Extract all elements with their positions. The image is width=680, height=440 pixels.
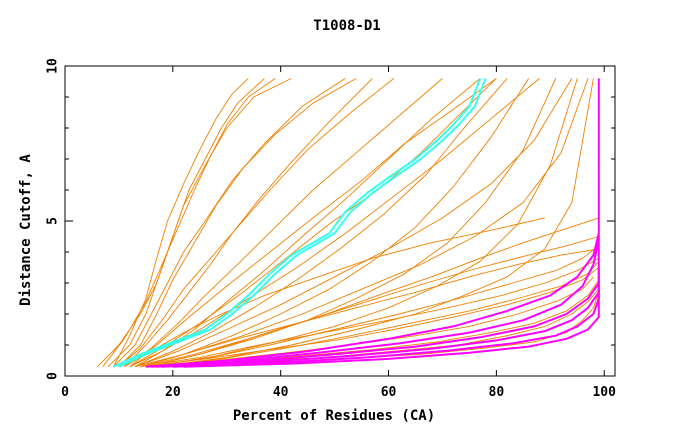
other-models-curve-22 bbox=[123, 78, 373, 368]
other-models-curve-29 bbox=[118, 78, 357, 368]
highlighted-models-curve-5 bbox=[172, 283, 600, 368]
other-models-curve-14 bbox=[134, 248, 599, 368]
other-models-curve-12 bbox=[145, 217, 599, 368]
other-models-curve-26 bbox=[140, 78, 589, 368]
other-models-curve-3 bbox=[113, 78, 346, 368]
other-models-curve-28 bbox=[113, 78, 249, 367]
other-models-curve-8 bbox=[140, 78, 530, 368]
other-models-curve-9 bbox=[145, 78, 557, 368]
x-tick-label: 0 bbox=[61, 385, 69, 400]
x-axis-label: Percent of Residues (CA) bbox=[233, 408, 435, 424]
y-tick-label: 5 bbox=[46, 217, 61, 225]
other-models-curve-17 bbox=[145, 276, 594, 368]
y-axis-label: Distance Cutoff, A bbox=[18, 154, 34, 306]
other-models-curve-2 bbox=[107, 77, 292, 368]
x-tick-label: 20 bbox=[165, 385, 181, 400]
reference-model-curve-1 bbox=[113, 78, 482, 368]
x-tick-label: 40 bbox=[273, 385, 289, 400]
highlighted-models-curve-4 bbox=[162, 276, 600, 368]
x-tick-label: 100 bbox=[592, 385, 616, 400]
chart-title: T1008-D1 bbox=[313, 18, 380, 34]
other-models-curve-4 bbox=[118, 78, 395, 368]
other-models-curve-21 bbox=[124, 217, 546, 368]
other-models-curve-31 bbox=[151, 245, 600, 368]
y-tick-label: 10 bbox=[46, 58, 61, 74]
other-models-curve-23 bbox=[129, 78, 497, 368]
axis-ticks: 0 20 40 60 80 100 0 5 10 bbox=[46, 58, 617, 400]
other-models-curve-10 bbox=[151, 78, 578, 368]
other-models-curve-5 bbox=[124, 78, 443, 368]
highlighted-models-curve-1 bbox=[145, 233, 600, 368]
other-models-curve-13 bbox=[140, 236, 599, 368]
other-models-curve-30 bbox=[129, 78, 497, 368]
highlighted-models-curve-3 bbox=[156, 267, 600, 368]
reference-model-curve-2 bbox=[118, 78, 487, 368]
highlighted-models-curve-6 bbox=[183, 283, 600, 368]
other-models-curve-7 bbox=[134, 78, 508, 368]
x-tick-label: 80 bbox=[489, 385, 505, 400]
other-models-curve-15 bbox=[140, 257, 600, 368]
x-tick-label: 60 bbox=[381, 385, 397, 400]
y-tick-label: 0 bbox=[46, 372, 61, 380]
highlighted-models-curve-2 bbox=[151, 239, 600, 368]
other-models-curve-16 bbox=[140, 267, 600, 368]
plot-lines bbox=[97, 77, 600, 368]
other-models-curve-27 bbox=[102, 78, 276, 367]
other-models-curve-25 bbox=[134, 78, 573, 368]
